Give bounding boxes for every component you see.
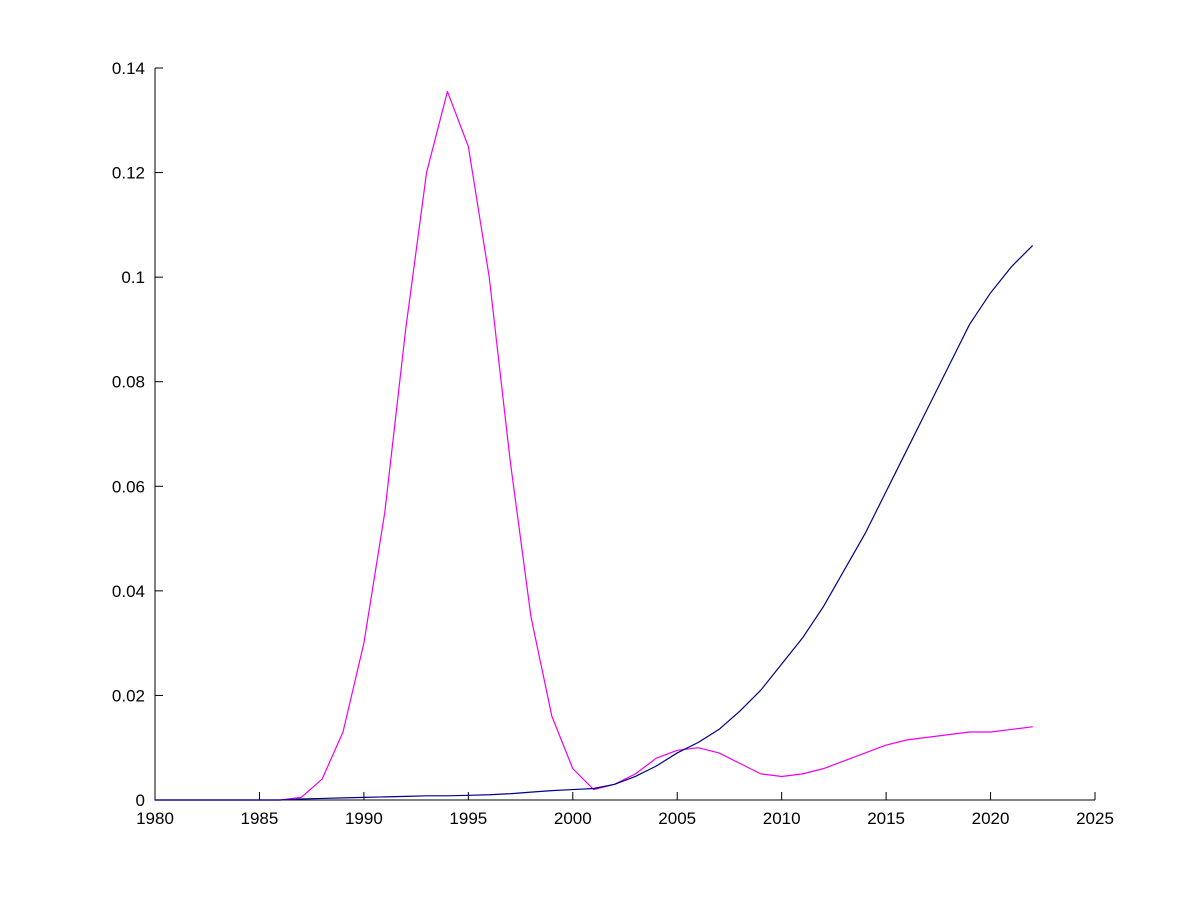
x-tick-label: 2005 [658,809,696,828]
x-tick-label: 2010 [763,809,801,828]
y-tick-label: 0.08 [112,373,145,392]
x-tick-label: 2000 [554,809,592,828]
tick-labels: 1980 1985 1990 1995 2000 2005 2010 2015 2020 2025… [112,59,1114,828]
x-tick-label: 1985 [241,809,279,828]
y-tick-label: 0.04 [112,582,145,601]
y-tick-label: 0.02 [112,686,145,705]
series-line-magenta-series [154,90,1033,801]
x-tick-label: 1980 [136,809,174,828]
x-tick-label: 2025 [1076,809,1114,828]
series-line-blue-series [154,245,1033,801]
axes [154,68,1095,801]
y-tick-label: 0.06 [112,477,145,496]
x-tick-label: 2015 [867,809,905,828]
y-tick-label: 0.14 [112,59,145,78]
x-tick-label: 1995 [449,809,487,828]
x-tick-label: 1990 [345,809,383,828]
y-tick-label: 0 [136,791,145,810]
y-tick-label: 0.12 [112,164,145,183]
y-tick-label: 0.1 [121,268,145,287]
x-tick-label: 2020 [972,809,1010,828]
series-lines [154,90,1033,801]
axis-ticks [154,67,1096,801]
